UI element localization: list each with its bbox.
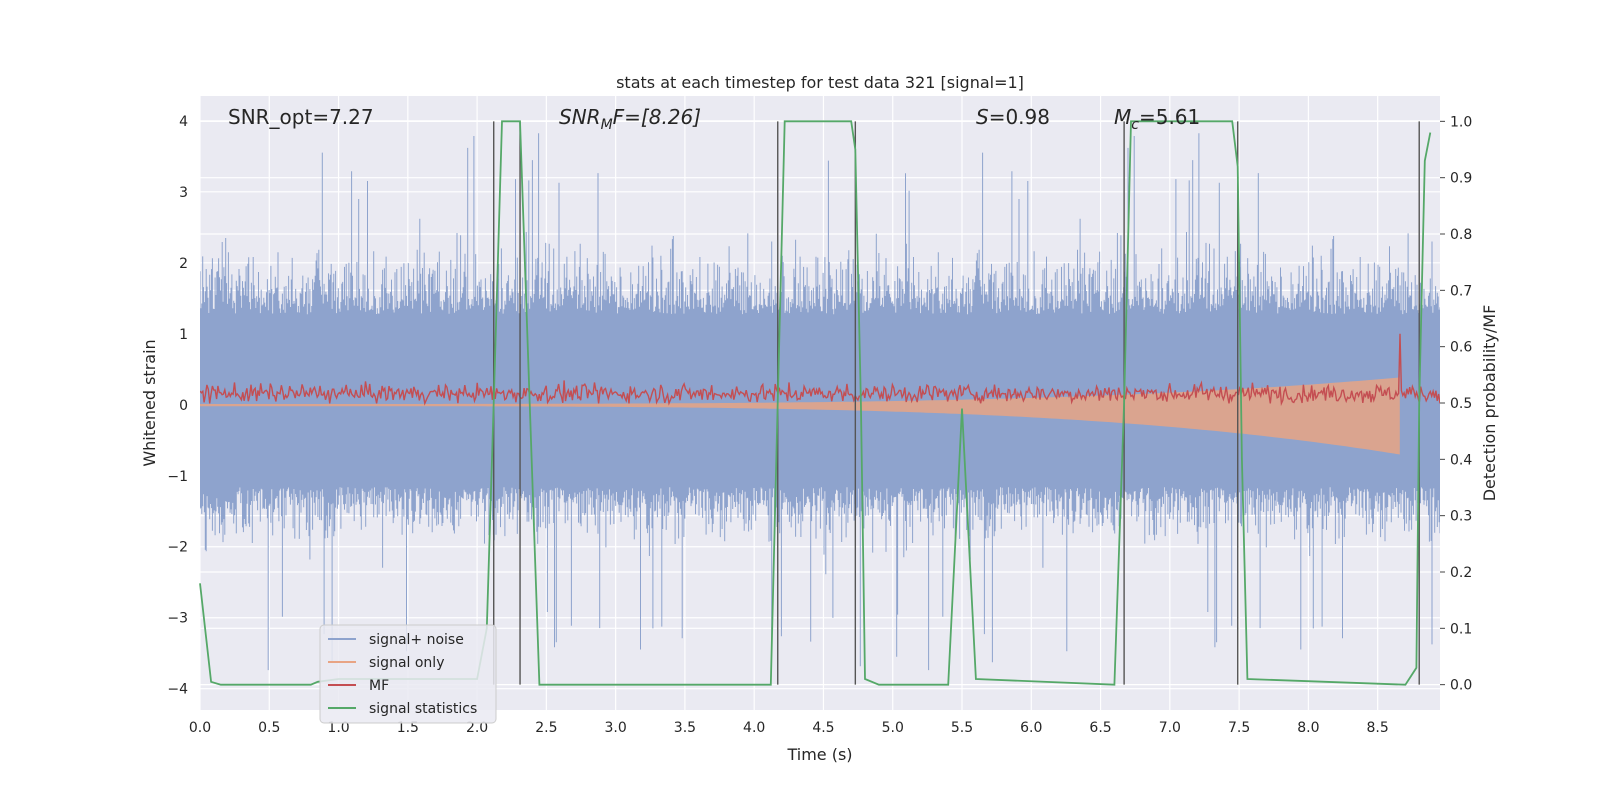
x-tick-label: 7.0	[1159, 720, 1181, 736]
x-tick-label: 1.5	[397, 720, 419, 736]
y2-tick-label: 0.4	[1450, 452, 1472, 468]
y-tick-label: −4	[167, 682, 188, 698]
y-axis-label: Whitened strain	[140, 339, 159, 466]
y2-axis-label: Detection probability/MF	[1480, 305, 1499, 502]
legend: signal+ noise signal only MF signal stat…	[319, 624, 497, 724]
y2-tick-label: 0.5	[1450, 396, 1472, 412]
chart-title: stats at each timestep for test data 321…	[616, 73, 1024, 92]
x-tick-label: 0.0	[189, 720, 211, 736]
x-tick-label: 1.0	[327, 720, 349, 736]
y-tick-label: 4	[179, 114, 188, 130]
x-tick-label: 5.5	[951, 720, 973, 736]
mf-trace	[200, 333, 1440, 407]
y2-tick-label: 0.7	[1450, 283, 1472, 299]
x-tick-label: 5.0	[882, 720, 904, 736]
y-tick-label: 1	[179, 327, 188, 343]
legend-box	[319, 624, 497, 724]
y2-tick-label: 0.2	[1450, 565, 1472, 581]
x-tick-label: 2.5	[535, 720, 557, 736]
legend-label-signal-noise: signal+ noise	[369, 632, 464, 648]
y2-tick-label: 0.9	[1450, 171, 1472, 187]
legend-label-mf: MF	[369, 678, 389, 694]
y2-tick-label: 0.8	[1450, 227, 1472, 243]
y2-tick-label: 1.0	[1450, 114, 1472, 130]
x-tick-label: 4.0	[743, 720, 765, 736]
mf-series	[200, 333, 1440, 407]
y-tick-label: −2	[167, 540, 188, 556]
x-tick-label: 3.5	[674, 720, 696, 736]
y-tick-label: 3	[179, 185, 188, 201]
y-tick-label: 0	[179, 398, 188, 414]
annotation-s: S=0.98	[976, 105, 1050, 129]
y2-axis-ticks: 1.0 0.9 0.8 0.7 0.6 0.5 0.4 0.3 0.2 0.1 0.0	[1440, 114, 1472, 694]
x-tick-label: 8.5	[1367, 720, 1389, 736]
x-axis-label: Time (s)	[786, 745, 852, 764]
annotation-mc-sub: c	[1131, 117, 1139, 133]
x-tick-label: 7.5	[1228, 720, 1250, 736]
y-tick-label: 2	[179, 256, 188, 272]
y-tick-label: −1	[167, 469, 188, 485]
x-tick-label: 3.0	[605, 720, 627, 736]
y2-tick-label: 0.3	[1450, 509, 1472, 525]
annotation-s-rest: =0.98	[989, 105, 1050, 129]
annotation-mc-main: M	[1114, 105, 1131, 129]
x-tick-label: 2.0	[466, 720, 488, 736]
annotation-snr-mf: SNRMF=[8.26]	[559, 105, 701, 133]
annotation-mc-rest: =5.61	[1139, 105, 1200, 129]
legend-label-signal-only: signal only	[369, 655, 444, 671]
y2-tick-label: 0.1	[1450, 621, 1472, 637]
x-tick-label: 4.5	[812, 720, 834, 736]
x-tick-label: 0.5	[258, 720, 280, 736]
x-axis-ticks: 0.0 0.5 1.0 1.5 2.0 2.5 3.0 3.5 4.0 4.5 5.0 5.5 6.0 6…	[189, 720, 1389, 736]
x-tick-label: 6.0	[1020, 720, 1042, 736]
annotation-snr-mf-sub: M	[601, 117, 613, 133]
annotation-s-main: S	[976, 105, 989, 129]
annotation-snr-mf-main: SNR	[559, 105, 601, 129]
annotation-snr-mf-rest: F=[8.26]	[613, 105, 701, 129]
annotation-snr-opt: SNR_opt=7.27	[228, 105, 374, 129]
x-tick-label: 6.5	[1089, 720, 1111, 736]
annotation-mc: Mc=5.61	[1114, 105, 1200, 133]
y2-tick-label: 0.0	[1450, 678, 1472, 694]
legend-label-signal-statistics: signal statistics	[369, 701, 477, 717]
y2-tick-label: 0.6	[1450, 340, 1472, 356]
y-tick-label: −3	[167, 611, 188, 627]
y-axis-ticks: 4 3 2 1 0 −1 −2 −3 −4	[167, 114, 188, 698]
x-tick-label: 8.0	[1297, 720, 1319, 736]
